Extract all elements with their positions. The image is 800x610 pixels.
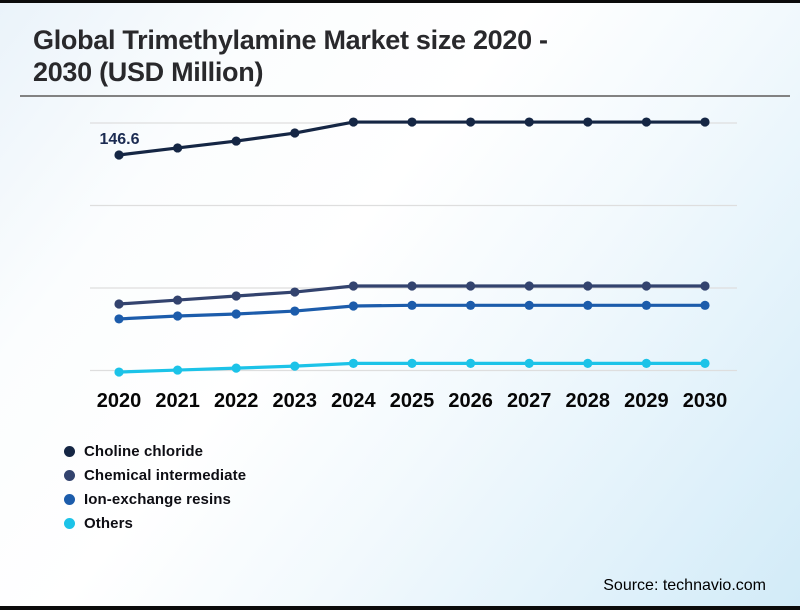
data-point bbox=[641, 117, 652, 127]
legend-item-choline-chloride: Choline chloride bbox=[64, 439, 246, 463]
data-point bbox=[231, 363, 241, 373]
chart-title-line1: Global Trimethylamine Market size 2020 - bbox=[33, 25, 548, 55]
data-point bbox=[466, 358, 476, 368]
data-point bbox=[700, 358, 710, 368]
legend-label: Ion-exchange resins bbox=[84, 490, 231, 508]
legend-item-chemical-intermediate: Chemical intermediate bbox=[64, 463, 246, 487]
data-point bbox=[524, 281, 534, 291]
data-point bbox=[524, 300, 534, 310]
legend-dot-icon bbox=[64, 517, 75, 529]
data-point bbox=[407, 358, 417, 368]
data-point bbox=[114, 314, 124, 324]
legend-dot-icon bbox=[64, 445, 75, 457]
legend-dot-icon bbox=[64, 469, 75, 481]
data-point bbox=[583, 117, 593, 127]
data-point bbox=[700, 281, 710, 291]
data-point bbox=[583, 358, 593, 368]
data-point bbox=[641, 358, 652, 368]
data-point bbox=[114, 299, 124, 309]
source-attribution: Source: technavio.com bbox=[603, 577, 766, 594]
data-point bbox=[114, 150, 124, 160]
data-point bbox=[407, 281, 417, 291]
data-point bbox=[231, 136, 241, 146]
data-point bbox=[173, 143, 183, 153]
data-point bbox=[290, 361, 300, 371]
data-point bbox=[290, 128, 300, 138]
data-point bbox=[348, 281, 358, 291]
x-axis-label: 2024 bbox=[331, 390, 376, 412]
data-label: 146.6 bbox=[99, 131, 139, 148]
x-axis-label: 2030 bbox=[683, 390, 728, 412]
data-point bbox=[173, 311, 183, 321]
x-axis-label: 2025 bbox=[390, 390, 435, 412]
x-axis-label: 2028 bbox=[566, 390, 611, 412]
data-point bbox=[173, 295, 183, 305]
legend-label: Others bbox=[84, 514, 133, 532]
data-point bbox=[700, 117, 710, 127]
line-choline-chloride bbox=[117, 120, 707, 157]
legend-item-others: Others bbox=[64, 511, 246, 535]
data-point bbox=[641, 300, 652, 310]
data-point bbox=[583, 300, 593, 310]
data-point bbox=[524, 358, 534, 368]
title-divider bbox=[20, 95, 790, 97]
x-axis-label: 2021 bbox=[155, 390, 200, 412]
legend-item-ion-exchange-resins: Ion-exchange resins bbox=[64, 487, 246, 511]
data-point bbox=[524, 117, 534, 127]
data-point bbox=[407, 117, 417, 127]
data-point bbox=[466, 300, 476, 310]
data-point bbox=[407, 300, 417, 310]
chart-title-line2: 2030 (USD Million) bbox=[33, 56, 264, 87]
data-point bbox=[348, 358, 358, 368]
data-point bbox=[466, 281, 476, 291]
x-axis-label: 2029 bbox=[624, 390, 669, 412]
chart-legend: Choline chloride Chemical intermediate I… bbox=[64, 439, 246, 535]
legend-label: Chemical intermediate bbox=[84, 466, 247, 484]
data-point bbox=[290, 306, 300, 316]
legend-dot-icon bbox=[64, 493, 75, 505]
x-axis-label: 2023 bbox=[273, 390, 318, 412]
x-axis-label: 2022 bbox=[214, 390, 259, 412]
data-point bbox=[466, 117, 476, 127]
chart-title: Global Trimethylamine Market size 2020 -… bbox=[33, 25, 753, 89]
data-point bbox=[173, 365, 183, 375]
data-point bbox=[583, 281, 593, 291]
x-axis-label: 2026 bbox=[448, 390, 493, 412]
data-point bbox=[348, 301, 358, 311]
data-point bbox=[700, 300, 710, 310]
x-axis-label: 2027 bbox=[507, 390, 552, 412]
data-point bbox=[641, 281, 652, 291]
legend-label: Choline chloride bbox=[84, 442, 204, 460]
data-point bbox=[348, 117, 358, 127]
data-point bbox=[114, 367, 124, 377]
data-point bbox=[231, 309, 241, 319]
x-axis-label: 2020 bbox=[97, 390, 142, 412]
data-point bbox=[290, 287, 300, 297]
line-chart: 146.6 2020 2021 2022 2023 2024 2025 2026 2027 202… bbox=[90, 117, 737, 412]
data-point bbox=[231, 291, 241, 301]
